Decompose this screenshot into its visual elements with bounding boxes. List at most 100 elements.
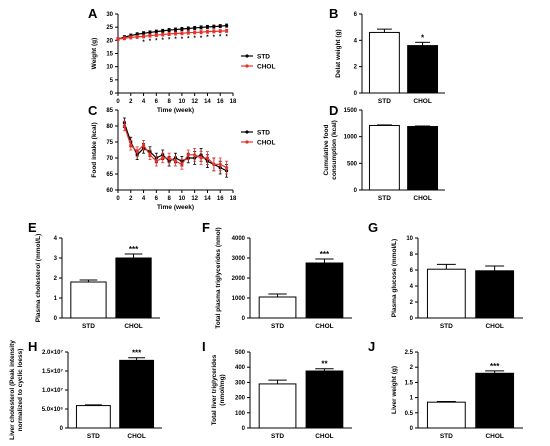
category-label-std: STD [82,323,95,330]
category-label-chol: CHOL [315,323,333,330]
panel-letter: B [329,6,338,21]
significance-marker: * [193,36,196,42]
x-tick-label: 2 [129,99,133,105]
y-axis-label-line: Liver cholesterol (Peak intensity [9,340,16,440]
y-tick-label: 4 [54,236,58,242]
y-tick-label: 1000 [344,135,358,141]
data-point-chol [148,153,152,157]
category-label-chol: CHOL [485,433,503,440]
significance-marker: * [206,35,209,41]
y-tick-label: 2 [410,300,414,306]
y-tick-label: 0 [242,316,246,322]
panel-a: A 0 5 10 15 20 25 30 Weight (g) 0 2 4 6 8 10 12 14 16 18 Ti… [88,6,275,114]
significance-marker: * [200,36,203,42]
x-tick-label: 12 [191,196,198,202]
data-point-std [161,29,165,33]
panel-d: D 0 500 1000 1500 Cumulative foodconsumption … [323,103,445,202]
data-point-std [154,30,158,34]
bar-std [258,296,297,319]
data-point-chol [116,37,120,41]
y-tick-label: 400 [235,365,246,371]
y-tick-label: 0 [410,316,414,322]
y-tick-label: 10 [106,65,113,71]
legend-label-std: STD [257,54,270,61]
data-point-std [141,31,146,35]
panel-letter: J [368,339,375,354]
significance-marker: ** [321,360,328,369]
x-tick-label: 2 [129,196,133,202]
category-label-chol: CHOL [315,433,333,440]
y-tick-label: 1.0×10⁷ [42,388,64,394]
y-axis-label-line: Cumulative food [323,125,330,176]
data-point-chol [205,156,210,160]
y-tick-label: 20 [106,38,113,44]
panel-letter: H [28,339,37,354]
category-label-chol: CHOL [413,98,431,105]
data-point-chol [225,29,229,33]
significance-marker: * [155,39,158,45]
data-point-chol [167,32,171,36]
y-tick-label: 3000 [232,256,246,262]
panel-j: J 0 0.5 1 1.5 2 2.5 Liver weight (g) STD *** CHOL [368,339,523,440]
y-axis-label: Delat weight (g) [335,29,342,77]
significance-marker: * [421,33,425,42]
data-point-std [193,26,197,30]
panel-letter: D [329,103,338,118]
data-point-chol [135,35,139,39]
category-label-std: STD [440,323,453,330]
data-point-chol [225,166,229,170]
bar-std [258,383,297,429]
panel-g: G 0 2 4 6 8 10 Plasma glucose (mmol/L) STD CHOL [368,220,523,330]
significance-marker: *** [129,245,139,254]
category-label-std: STD [87,433,100,440]
y-tick-label: 5 [110,78,114,84]
y-tick-label: 65 [106,172,113,178]
data-point-chol [218,29,222,33]
x-axis-label: Time (week) [157,204,194,211]
data-point-chol [193,153,197,157]
significance-marker: * [174,37,177,43]
x-axis-label: Time (week) [157,107,194,114]
bar-chol [475,372,515,429]
bar-chol [119,359,155,429]
legend-marker-std [245,130,249,134]
x-tick-label: 8 [167,99,171,105]
y-tick-label: 4000 [232,236,246,242]
data-point-std [205,25,210,29]
y-axis-label: Plasma cholesterol (mmol/L) [35,234,42,323]
y-tick-label: 6 [354,12,358,18]
significance-marker: *** [490,362,500,371]
x-tick-label: 0 [116,196,120,202]
x-tick-label: 10 [179,99,186,105]
data-point-chol [122,124,126,128]
y-tick-label: 2 [410,365,414,371]
category-label-chol: CHOL [127,433,145,440]
bar-std [426,268,466,319]
data-point-std [186,26,190,31]
data-point-std [180,27,184,31]
y-tick-label: 1000 [232,296,246,302]
data-point-chol [205,30,210,34]
y-tick-label: 2.5 [405,350,414,356]
legend-marker-std [245,54,249,58]
y-tick-label: 60 [106,188,113,194]
legend-marker-chol [245,140,249,144]
bar-std [70,281,107,319]
y-tick-label: 300 [235,380,246,386]
data-point-chol [180,162,184,166]
significance-marker: * [168,38,171,44]
bar-std [368,124,400,191]
category-label-std: STD [440,433,453,440]
significance-marker: *** [320,250,330,259]
y-axis-label: Food intake (kcal) [91,122,98,177]
y-tick-label: 1.5×10⁷ [42,369,64,375]
data-point-std [167,28,171,32]
x-tick-label: 0 [116,99,120,105]
y-axis-label: Liver cholesterol (Peak intensitynormali… [9,340,24,440]
data-point-chol [193,30,197,35]
y-tick-label: 0 [242,426,246,432]
bar-chol [115,257,152,319]
data-point-std [148,30,152,35]
significance-marker: * [213,35,216,41]
category-label-std: STD [271,323,284,330]
